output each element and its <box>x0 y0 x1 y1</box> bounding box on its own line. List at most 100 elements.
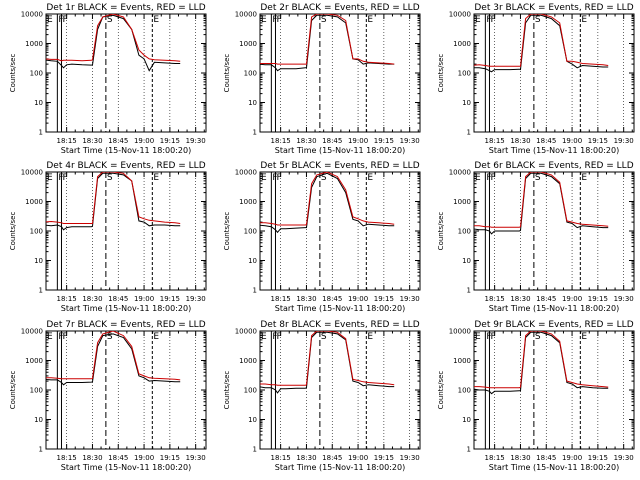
x-tick-label: 19:15 <box>160 295 180 303</box>
x-tick-label: 18:15 <box>485 137 505 145</box>
y-tick-label: 1000 <box>239 357 257 365</box>
x-tick-label: 18:45 <box>108 137 128 145</box>
y-tick-label: 1 <box>39 129 43 137</box>
y-axis-label: Counts/sec <box>223 54 231 93</box>
y-tick-label: 1000 <box>25 40 43 48</box>
x-tick-label: 18:45 <box>536 454 556 462</box>
y-tick-label: 100 <box>458 228 471 236</box>
x-tick-label: 19:30 <box>400 137 420 145</box>
lld-series-line <box>46 172 181 224</box>
y-tick-label: 1000 <box>239 40 257 48</box>
x-tick-label: 19:30 <box>400 454 420 462</box>
y-tick-label: 10000 <box>235 11 257 19</box>
y-axis-label: Counts/sec <box>437 371 445 410</box>
flag-label: E <box>261 332 267 342</box>
y-tick-label: 1 <box>467 446 471 454</box>
x-tick-label: 19:00 <box>562 295 582 303</box>
plot-frame <box>259 171 421 291</box>
x-tick-label: 19:00 <box>348 137 368 145</box>
x-axis-label: Start Time (15-Nov-11 18:00:20) <box>275 463 405 472</box>
x-tick-label: 19:30 <box>614 295 634 303</box>
flag-label: E <box>367 332 373 342</box>
flag-label: F <box>486 173 491 183</box>
y-tick-label: 1 <box>467 287 471 295</box>
x-tick-label: 18:45 <box>108 295 128 303</box>
chart-title: Det 4r BLACK = Events, RED = LLD <box>46 161 205 171</box>
x-tick-label: 18:15 <box>485 295 505 303</box>
y-axis-label: Counts/sec <box>437 54 445 93</box>
chart-panel: Det 8r BLACK = Events, RED = LLD 1 10 100 10… <box>223 320 421 472</box>
x-tick-label: 18:30 <box>510 137 530 145</box>
y-tick-label: 100 <box>30 228 43 236</box>
x-tick-label: 19:00 <box>134 137 154 145</box>
events-series-line <box>474 14 609 73</box>
y-tick-label: 100 <box>244 70 257 78</box>
plot-frame <box>45 330 207 450</box>
y-tick-label: 1 <box>39 287 43 295</box>
y-axis-label: Counts/sec <box>9 54 17 93</box>
y-tick-label: 10000 <box>449 328 471 336</box>
lld-series-line <box>46 14 181 62</box>
y-axis-label: Counts/sec <box>223 371 231 410</box>
y-axis-label: Counts/sec <box>9 371 17 410</box>
y-tick-label: 1000 <box>25 198 43 206</box>
x-axis-label: Start Time (15-Nov-11 18:00:20) <box>489 146 619 155</box>
flag-label: F <box>490 15 495 25</box>
x-tick-label: 19:30 <box>614 137 634 145</box>
flag-label: E <box>47 15 53 25</box>
y-tick-label: 10 <box>462 416 471 424</box>
x-tick-label: 19:00 <box>134 295 154 303</box>
x-tick-label: 18:30 <box>296 454 316 462</box>
y-tick-label: 1 <box>467 129 471 137</box>
y-tick-label: 100 <box>244 387 257 395</box>
y-tick-label: 10 <box>248 416 257 424</box>
chart-panel: Det 1r BLACK = Events, RED = LLD 1 10 100 10… <box>9 3 207 155</box>
x-tick-label: 18:15 <box>271 454 291 462</box>
x-tick-label: 18:15 <box>57 137 77 145</box>
y-tick-label: 10000 <box>21 328 43 336</box>
y-tick-label: 100 <box>30 387 43 395</box>
flag-label: E <box>367 173 373 183</box>
x-tick-label: 19:30 <box>186 137 206 145</box>
x-tick-label: 19:30 <box>614 454 634 462</box>
x-tick-label: 18:30 <box>296 295 316 303</box>
y-tick-label: 10000 <box>449 169 471 177</box>
y-axis-label: Counts/sec <box>223 212 231 251</box>
x-tick-label: 18:30 <box>82 295 102 303</box>
y-tick-label: 1000 <box>239 198 257 206</box>
x-tick-label: 19:00 <box>562 454 582 462</box>
flag-label: S <box>107 173 113 183</box>
x-axis-label: Start Time (15-Nov-11 18:00:20) <box>275 304 405 313</box>
y-tick-label: 10 <box>462 257 471 265</box>
lld-series-line <box>474 14 609 67</box>
x-tick-label: 19:15 <box>374 295 394 303</box>
flag-label: E <box>581 332 587 342</box>
plot-frame <box>473 13 635 133</box>
x-tick-label: 19:30 <box>400 295 420 303</box>
x-tick-label: 18:45 <box>108 454 128 462</box>
y-tick-label: 1000 <box>25 357 43 365</box>
flag-label: S <box>535 15 541 25</box>
flag-label: E <box>47 173 53 183</box>
plot-frame <box>473 330 635 450</box>
x-axis-label: Start Time (15-Nov-11 18:00:20) <box>275 146 405 155</box>
x-tick-label: 18:15 <box>485 454 505 462</box>
flag-label: E <box>475 332 481 342</box>
x-tick-label: 18:45 <box>322 137 342 145</box>
x-tick-label: 18:15 <box>271 295 291 303</box>
flag-label: F <box>58 332 63 342</box>
chart-panel: Det 9r BLACK = Events, RED = LLD 1 10 100 10… <box>437 320 635 472</box>
flag-label: F <box>62 332 67 342</box>
x-tick-label: 18:30 <box>510 295 530 303</box>
x-tick-label: 19:30 <box>186 295 206 303</box>
x-tick-label: 19:15 <box>374 454 394 462</box>
lld-series-line <box>260 14 395 65</box>
flag-label: E <box>475 173 481 183</box>
plot-frame <box>45 13 207 133</box>
chart-panel: Det 5r BLACK = Events, RED = LLD 1 10 100 10… <box>223 161 421 313</box>
lld-series-line <box>260 172 395 226</box>
chart-panel: Det 6r BLACK = Events, RED = LLD 1 10 100 10… <box>437 161 635 313</box>
x-tick-label: 19:15 <box>588 137 608 145</box>
y-tick-label: 100 <box>30 70 43 78</box>
